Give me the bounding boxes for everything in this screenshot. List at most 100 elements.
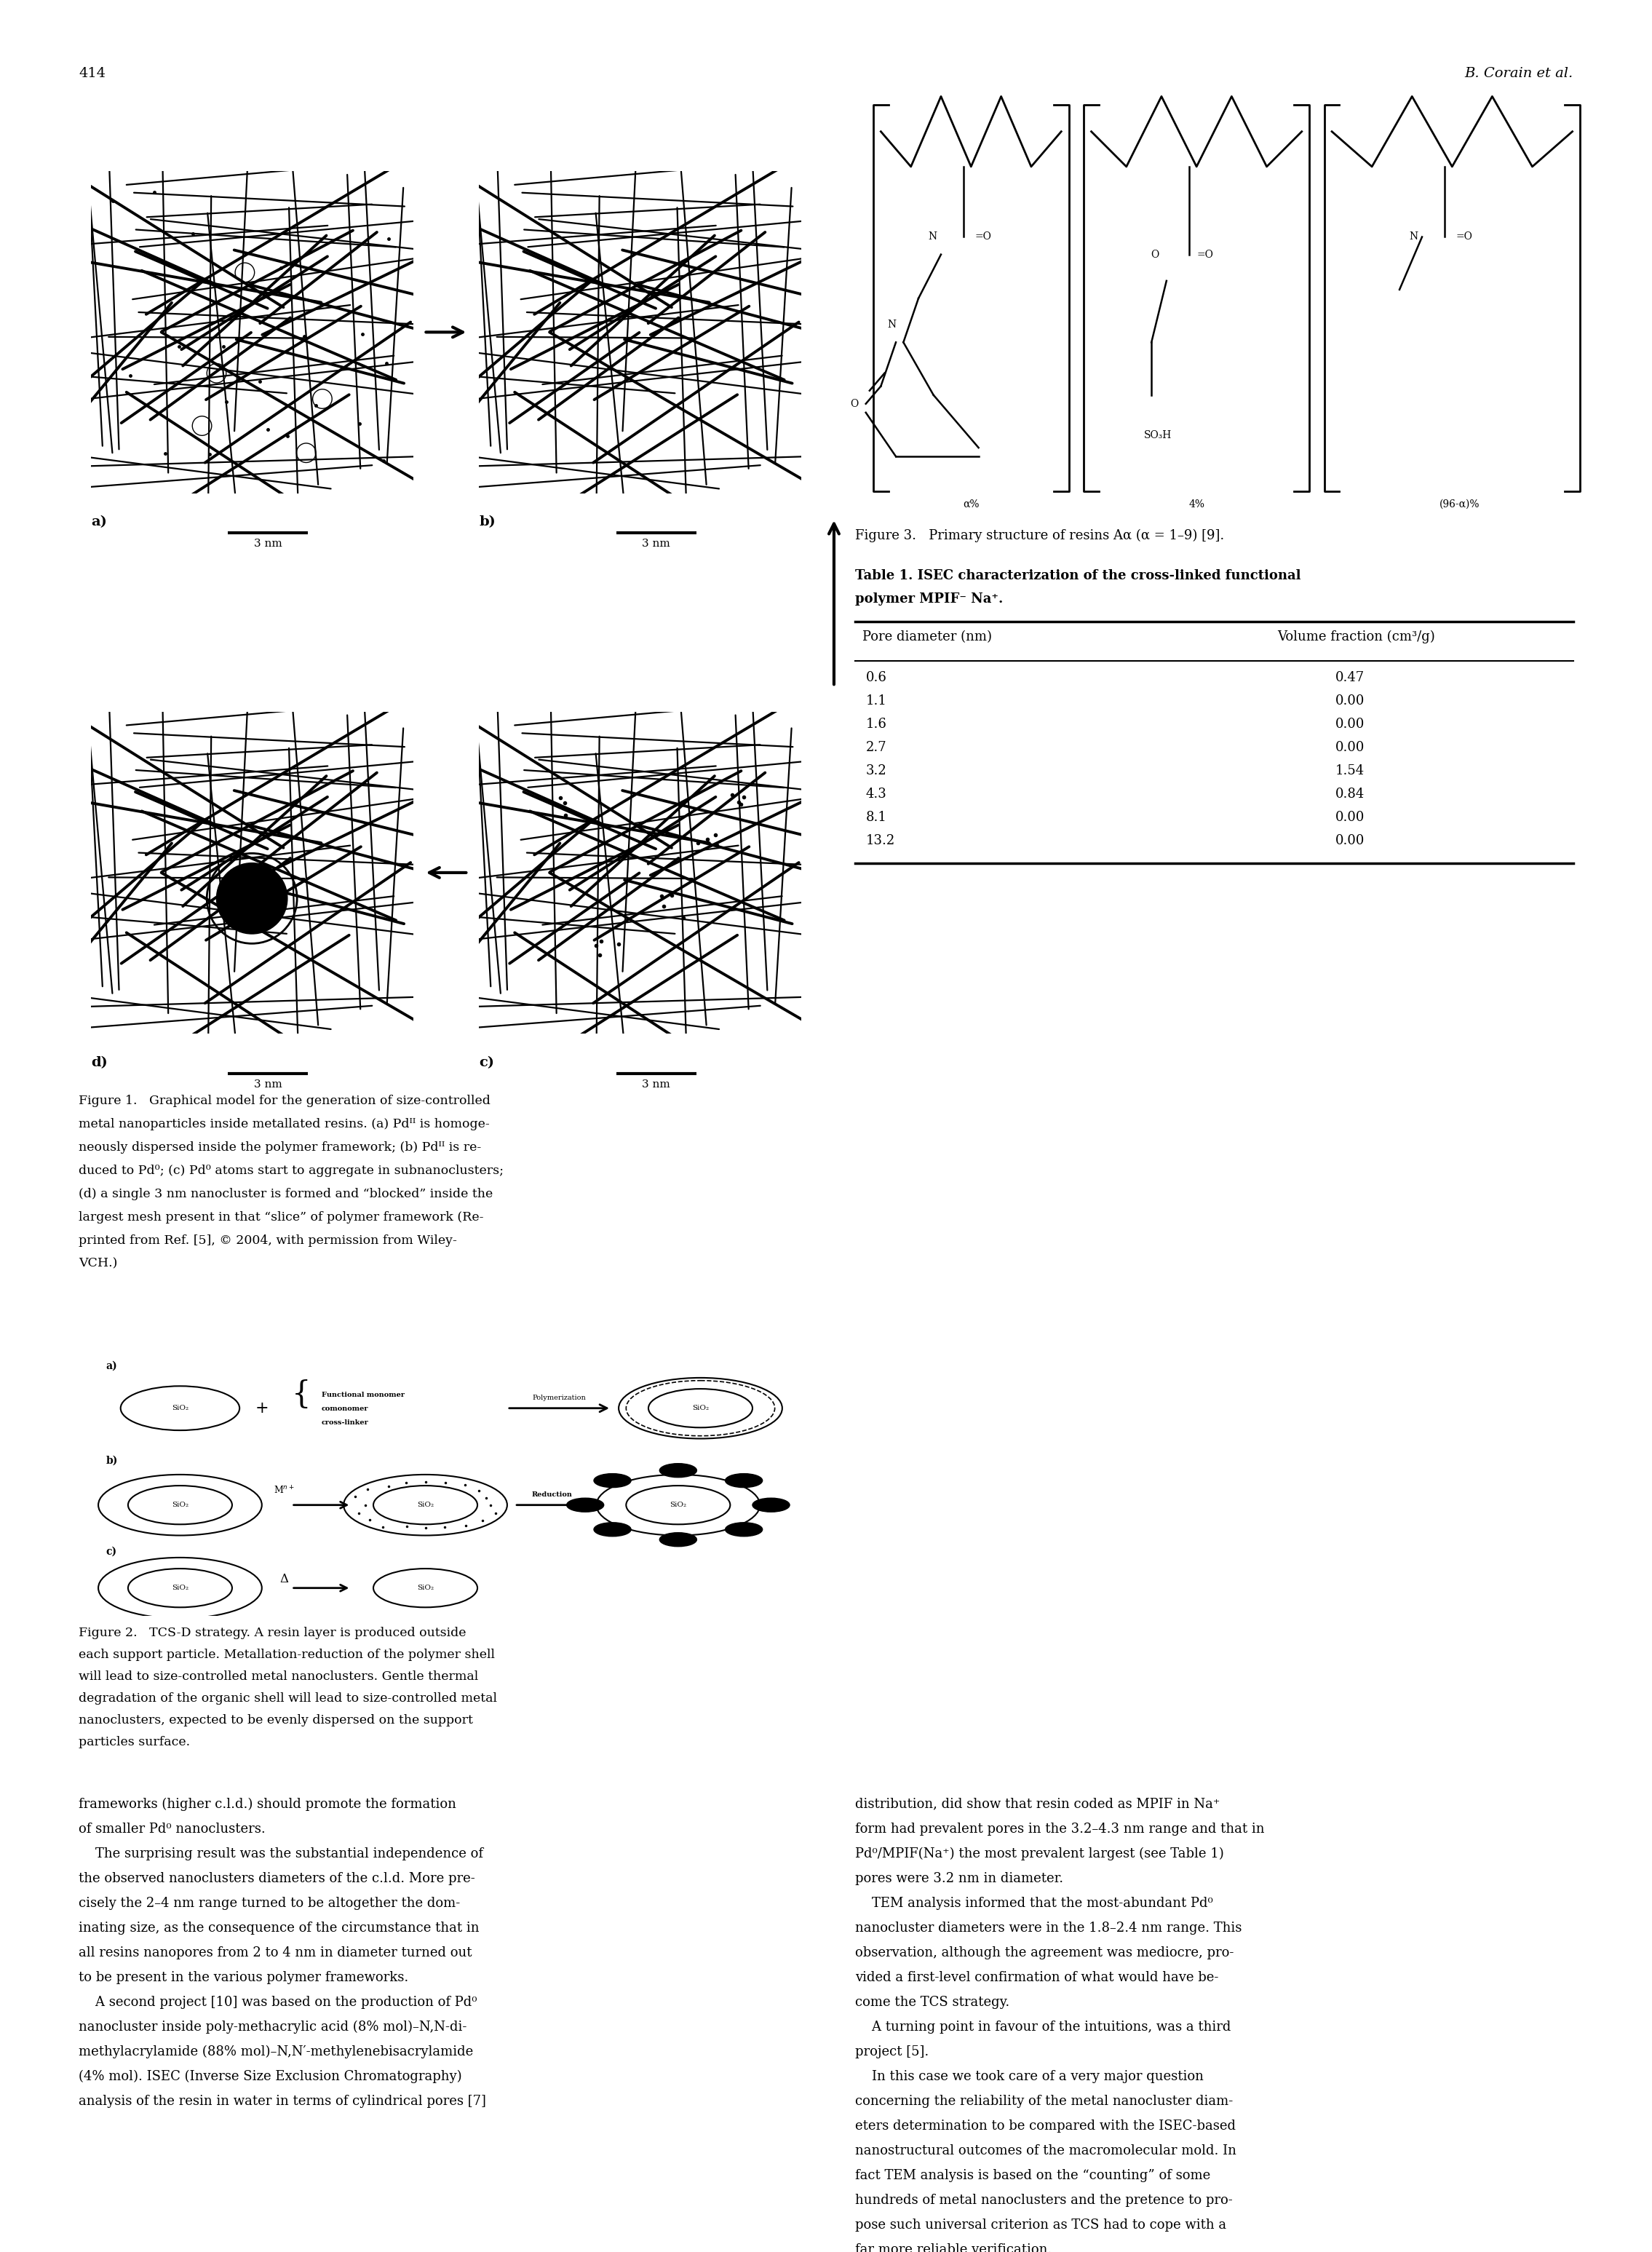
Text: 4%: 4% (1188, 500, 1204, 509)
Text: 3 nm: 3 nm (254, 538, 282, 549)
Text: B. Corain et al.: B. Corain et al. (1465, 68, 1573, 81)
Text: b): b) (479, 516, 496, 529)
Circle shape (593, 1473, 631, 1489)
Text: neously dispersed inside the polymer framework; (b) Pdᴵᴵ is re-: neously dispersed inside the polymer fra… (79, 1142, 481, 1153)
Text: +: + (254, 1401, 269, 1417)
Text: (d) a single 3 nm nanocluster is formed and “blocked” inside the: (d) a single 3 nm nanocluster is formed … (79, 1187, 492, 1200)
Text: 0.47: 0.47 (1335, 671, 1365, 685)
Text: =O: =O (975, 232, 991, 241)
Text: largest mesh present in that “slice” of polymer framework (Re-: largest mesh present in that “slice” of … (79, 1212, 484, 1223)
Text: analysis of the resin in water in terms of cylindrical pores [7]: analysis of the resin in water in terms … (79, 2094, 486, 2108)
Text: of smaller Pd⁰ nanoclusters.: of smaller Pd⁰ nanoclusters. (79, 1822, 266, 1835)
Text: O: O (1151, 250, 1160, 259)
Text: 2.7: 2.7 (866, 741, 887, 754)
Text: Pd⁰/MPIF(Na⁺) the most prevalent largest (see Table 1): Pd⁰/MPIF(Na⁺) the most prevalent largest… (856, 1847, 1224, 1860)
Text: Table 1. ISEC characterization of the cross-linked functional: Table 1. ISEC characterization of the cr… (856, 570, 1300, 581)
Text: eters determination to be compared with the ISEC-based: eters determination to be compared with … (856, 2119, 1236, 2133)
Text: =O: =O (1196, 250, 1213, 259)
Text: duced to Pd⁰; (c) Pd⁰ atoms start to aggregate in subnanoclusters;: duced to Pd⁰; (c) Pd⁰ atoms start to agg… (79, 1164, 504, 1178)
Text: SiO₂: SiO₂ (692, 1405, 709, 1412)
Text: The surprising result was the substantial independence of: The surprising result was the substantia… (79, 1847, 484, 1860)
Circle shape (659, 1534, 697, 1547)
Text: 1.1: 1.1 (866, 694, 887, 707)
Text: 0.00: 0.00 (1335, 694, 1365, 707)
Text: In this case we took care of a very major question: In this case we took care of a very majo… (856, 2070, 1204, 2083)
Text: α%: α% (963, 500, 980, 509)
Text: comonomer: comonomer (320, 1405, 368, 1412)
Text: Reduction: Reduction (532, 1491, 572, 1498)
Circle shape (216, 863, 287, 935)
Text: (4% mol). ISEC (Inverse Size Exclusion Chromatography): (4% mol). ISEC (Inverse Size Exclusion C… (79, 2070, 463, 2083)
Text: =O: =O (1455, 232, 1472, 241)
Text: a): a) (91, 516, 107, 529)
Text: to be present in the various polymer frameworks.: to be present in the various polymer fra… (79, 1970, 408, 1984)
Text: Δ: Δ (279, 1572, 289, 1585)
Text: pose such universal criterion as TCS had to cope with a: pose such universal criterion as TCS had… (856, 2218, 1226, 2232)
Text: 0.00: 0.00 (1335, 741, 1365, 754)
Text: N: N (887, 320, 895, 329)
Text: SiO₂: SiO₂ (416, 1502, 434, 1509)
Text: come the TCS strategy.: come the TCS strategy. (856, 1995, 1009, 2009)
Text: distribution, did show that resin coded as MPIF in Na⁺: distribution, did show that resin coded … (856, 1797, 1219, 1811)
Text: will lead to size-controlled metal nanoclusters. Gentle thermal: will lead to size-controlled metal nanoc… (79, 1671, 479, 1682)
Text: methylacrylamide (88% mol)–N,N′-methylenebisacrylamide: methylacrylamide (88% mol)–N,N′-methylen… (79, 2045, 472, 2058)
Text: Polymerization: Polymerization (532, 1394, 586, 1401)
Circle shape (593, 1522, 631, 1536)
Text: degradation of the organic shell will lead to size-controlled metal: degradation of the organic shell will le… (79, 1691, 497, 1705)
Text: inating size, as the consequence of the circumstance that in: inating size, as the consequence of the … (79, 1921, 479, 1934)
Text: 0.6: 0.6 (866, 671, 887, 685)
Text: 13.2: 13.2 (866, 833, 895, 847)
Text: Functional monomer: Functional monomer (320, 1392, 405, 1398)
Text: particles surface.: particles surface. (79, 1736, 190, 1748)
Text: SO₃H: SO₃H (1143, 430, 1171, 441)
Text: nanocluster diameters were in the 1.8–2.4 nm range. This: nanocluster diameters were in the 1.8–2.… (856, 1921, 1242, 1934)
Text: form had prevalent pores in the 3.2–4.3 nm range and that in: form had prevalent pores in the 3.2–4.3 … (856, 1822, 1264, 1835)
Text: project [5].: project [5]. (856, 2045, 928, 2058)
Text: N: N (928, 232, 937, 241)
Text: VCH.): VCH.) (79, 1257, 117, 1270)
Text: SiO₂: SiO₂ (669, 1502, 687, 1509)
Circle shape (725, 1473, 763, 1489)
Text: 1.54: 1.54 (1335, 763, 1365, 777)
Text: each support particle. Metallation-reduction of the polymer shell: each support particle. Metallation-reduc… (79, 1648, 496, 1660)
Text: 1.6: 1.6 (866, 718, 887, 730)
Text: SiO₂: SiO₂ (416, 1585, 434, 1592)
Text: 3.2: 3.2 (866, 763, 887, 777)
Text: fact TEM analysis is based on the “counting” of some: fact TEM analysis is based on the “count… (856, 2169, 1211, 2182)
Text: polymer MPIF⁻ Na⁺.: polymer MPIF⁻ Na⁺. (856, 592, 1003, 606)
Text: observation, although the agreement was mediocre, pro-: observation, although the agreement was … (856, 1946, 1234, 1959)
Text: far more reliable verification.: far more reliable verification. (856, 2243, 1052, 2252)
Text: nanoclusters, expected to be evenly dispersed on the support: nanoclusters, expected to be evenly disp… (79, 1714, 472, 1727)
Text: M$^{n+}$: M$^{n+}$ (274, 1484, 294, 1495)
Text: all resins nanopores from 2 to 4 nm in diameter turned out: all resins nanopores from 2 to 4 nm in d… (79, 1946, 472, 1959)
Text: SiO₂: SiO₂ (172, 1502, 188, 1509)
Text: (96-α)%: (96-α)% (1439, 500, 1480, 509)
Text: Figure 1.   Graphical model for the generation of size-controlled: Figure 1. Graphical model for the genera… (79, 1094, 491, 1108)
Text: hundreds of metal nanoclusters and the pretence to pro-: hundreds of metal nanoclusters and the p… (856, 2193, 1232, 2207)
Text: 3 nm: 3 nm (643, 1079, 671, 1090)
Text: d): d) (91, 1056, 107, 1070)
Circle shape (753, 1498, 790, 1511)
Text: {: { (291, 1378, 311, 1410)
Text: SiO₂: SiO₂ (172, 1585, 188, 1592)
Text: Pore diameter (nm): Pore diameter (nm) (862, 631, 991, 644)
Circle shape (659, 1464, 697, 1477)
Text: the observed nanoclusters diameters of the c.l.d. More pre-: the observed nanoclusters diameters of t… (79, 1871, 476, 1885)
Text: printed from Ref. [5], © 2004, with permission from Wiley-: printed from Ref. [5], © 2004, with perm… (79, 1234, 458, 1248)
Text: A turning point in favour of the intuitions, was a third: A turning point in favour of the intuiti… (856, 2020, 1231, 2034)
Text: 0.00: 0.00 (1335, 811, 1365, 824)
Text: 3 nm: 3 nm (254, 1079, 282, 1090)
Text: 414: 414 (79, 68, 106, 81)
Text: a): a) (106, 1360, 117, 1371)
Text: c): c) (479, 1056, 494, 1070)
Text: vided a first-level confirmation of what would have be-: vided a first-level confirmation of what… (856, 1970, 1219, 1984)
Text: SiO₂: SiO₂ (172, 1405, 188, 1412)
Text: b): b) (106, 1455, 117, 1466)
Circle shape (567, 1498, 605, 1511)
Text: O: O (851, 399, 859, 410)
Text: pores were 3.2 nm in diameter.: pores were 3.2 nm in diameter. (856, 1871, 1064, 1885)
Text: TEM analysis informed that the most-abundant Pd⁰: TEM analysis informed that the most-abun… (856, 1896, 1213, 1910)
Text: N: N (1409, 232, 1419, 241)
Text: Figure 3.   Primary structure of resins Aα (α = 1–9) [9].: Figure 3. Primary structure of resins Aα… (856, 529, 1224, 543)
Text: 8.1: 8.1 (866, 811, 887, 824)
